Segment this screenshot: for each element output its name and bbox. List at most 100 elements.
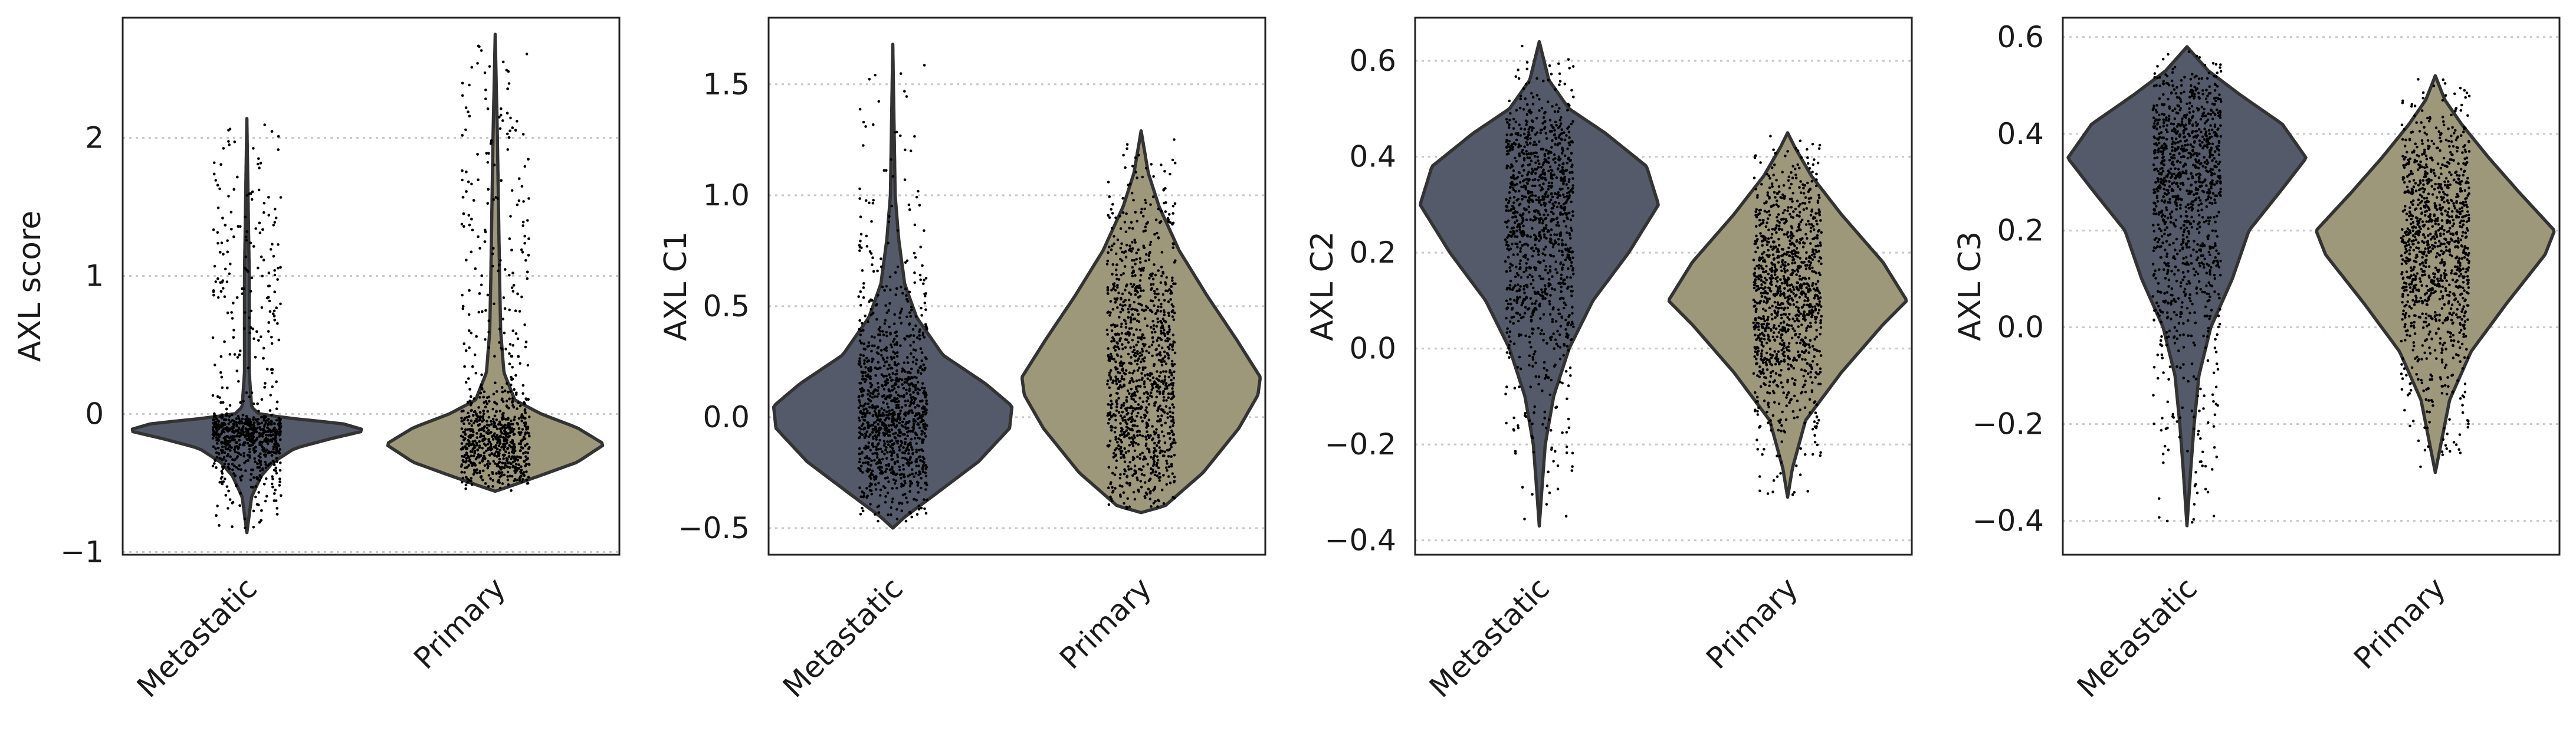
data-point bbox=[1143, 413, 1146, 417]
data-point bbox=[1122, 491, 1125, 495]
data-point bbox=[1108, 314, 1111, 317]
data-point bbox=[1138, 433, 1142, 437]
data-point bbox=[1551, 202, 1554, 205]
data-point bbox=[276, 278, 279, 281]
data-point bbox=[892, 432, 895, 436]
data-point bbox=[464, 349, 468, 352]
data-point bbox=[883, 414, 886, 417]
data-point bbox=[274, 217, 278, 220]
data-point bbox=[495, 390, 498, 393]
data-point bbox=[1107, 251, 1110, 254]
data-point bbox=[884, 424, 887, 428]
data-point bbox=[1131, 444, 1135, 447]
data-point bbox=[922, 405, 925, 408]
data-point bbox=[1527, 163, 1530, 166]
data-point bbox=[1111, 212, 1114, 215]
data-point bbox=[230, 446, 233, 449]
data-point bbox=[908, 510, 911, 514]
data-point bbox=[887, 513, 890, 516]
data-point bbox=[1144, 201, 1147, 205]
data-point bbox=[915, 460, 918, 463]
data-point bbox=[1173, 202, 1177, 205]
data-point bbox=[1115, 400, 1118, 404]
data-point bbox=[1156, 455, 1159, 458]
data-point bbox=[248, 316, 251, 319]
data-point bbox=[221, 467, 225, 470]
data-point bbox=[898, 449, 901, 452]
data-point bbox=[912, 383, 915, 387]
data-point bbox=[493, 454, 496, 457]
data-point bbox=[1174, 441, 1177, 444]
data-point bbox=[907, 376, 910, 379]
data-point bbox=[483, 454, 485, 458]
data-point bbox=[460, 427, 464, 430]
data-point bbox=[1545, 342, 1548, 345]
data-point bbox=[1154, 401, 1157, 404]
data-point bbox=[858, 339, 862, 342]
data-point bbox=[273, 423, 276, 425]
data-point bbox=[861, 405, 865, 408]
data-point bbox=[904, 441, 907, 444]
data-point bbox=[1144, 496, 1147, 499]
data-point bbox=[1119, 422, 1122, 425]
data-point bbox=[231, 502, 234, 505]
data-point bbox=[472, 461, 475, 464]
data-point bbox=[498, 440, 501, 443]
data-point bbox=[1159, 329, 1163, 333]
data-point bbox=[249, 290, 252, 293]
data-point bbox=[1156, 320, 1160, 324]
data-point bbox=[1131, 274, 1134, 277]
data-point bbox=[1151, 277, 1155, 281]
data-point bbox=[858, 357, 861, 360]
data-point bbox=[1567, 321, 1570, 324]
data-point bbox=[867, 320, 869, 323]
data-point bbox=[501, 482, 504, 485]
data-point bbox=[1110, 340, 1113, 343]
data-point bbox=[1131, 313, 1134, 316]
data-point bbox=[1114, 345, 1117, 348]
data-point bbox=[880, 427, 882, 430]
data-point bbox=[478, 440, 481, 443]
data-point bbox=[1136, 415, 1138, 418]
data-point bbox=[239, 492, 242, 495]
data-point bbox=[466, 428, 470, 431]
data-point bbox=[919, 459, 922, 462]
data-point bbox=[890, 345, 894, 349]
data-point bbox=[231, 317, 234, 320]
data-point bbox=[885, 410, 888, 414]
data-point bbox=[1157, 344, 1161, 347]
data-point bbox=[465, 457, 468, 460]
data-point bbox=[276, 322, 279, 325]
data-point bbox=[511, 397, 514, 400]
data-point bbox=[924, 308, 927, 311]
data-point bbox=[1114, 418, 1117, 422]
data-point bbox=[235, 417, 238, 420]
data-point bbox=[921, 464, 925, 468]
data-point bbox=[859, 410, 862, 413]
data-point bbox=[264, 439, 268, 442]
data-point bbox=[252, 147, 255, 150]
data-point bbox=[917, 456, 921, 459]
data-point bbox=[877, 345, 880, 349]
data-point bbox=[1169, 298, 1172, 301]
data-point bbox=[875, 446, 878, 449]
data-point bbox=[506, 447, 509, 450]
data-point bbox=[264, 466, 268, 469]
data-point bbox=[523, 234, 526, 238]
data-point bbox=[275, 507, 279, 510]
data-point bbox=[920, 359, 924, 362]
data-point bbox=[1157, 336, 1160, 339]
data-point bbox=[493, 424, 496, 427]
data-point bbox=[517, 355, 520, 358]
data-point bbox=[869, 307, 872, 311]
data-point bbox=[1539, 332, 1542, 335]
data-point bbox=[1570, 200, 1573, 204]
data-point bbox=[1156, 339, 1159, 342]
data-point bbox=[1165, 276, 1169, 279]
data-point bbox=[1114, 438, 1117, 441]
data-point bbox=[487, 474, 491, 477]
data-point bbox=[470, 443, 473, 447]
data-point bbox=[915, 336, 919, 339]
data-point bbox=[897, 406, 901, 409]
data-point bbox=[1550, 146, 1553, 149]
